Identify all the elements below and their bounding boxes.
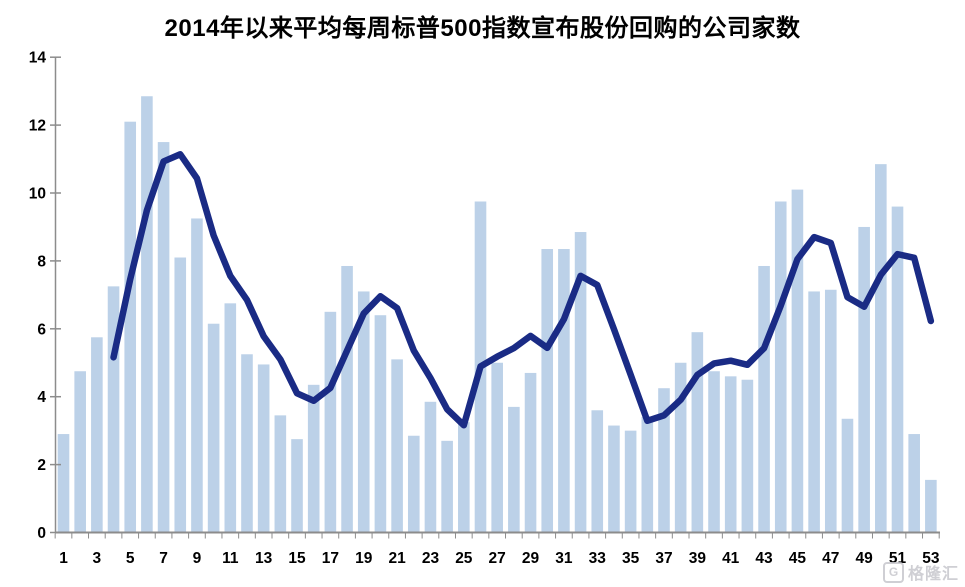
bar-week-11 bbox=[224, 303, 237, 532]
bar-week-8 bbox=[174, 257, 187, 532]
gelonghui-logo-icon: G bbox=[882, 561, 904, 583]
bar-week-19 bbox=[357, 291, 370, 532]
bar-week-21 bbox=[391, 359, 403, 532]
x-tick-label-1: 1 bbox=[59, 550, 68, 567]
bar-week-16 bbox=[307, 384, 320, 532]
x-tick-label-13: 13 bbox=[255, 550, 273, 567]
watermark-label: 格隆汇 bbox=[907, 566, 959, 583]
bar-week-18 bbox=[341, 265, 353, 532]
bar-week-48 bbox=[841, 418, 854, 532]
bar-week-47 bbox=[824, 289, 837, 532]
x-tick-label-47: 47 bbox=[822, 550, 839, 567]
bar-week-22 bbox=[407, 435, 420, 532]
x-tick-label-25: 25 bbox=[455, 550, 473, 567]
bar-week-6 bbox=[141, 96, 153, 532]
y-tick-label-10: 10 bbox=[29, 186, 46, 203]
bar-week-38 bbox=[674, 362, 687, 532]
x-tick-label-45: 45 bbox=[789, 550, 807, 567]
x-tick-label-37: 37 bbox=[655, 550, 672, 567]
bar-week-32 bbox=[574, 232, 587, 532]
x-tick-label-35: 35 bbox=[622, 550, 640, 567]
x-tick-label-33: 33 bbox=[589, 550, 607, 567]
x-tick-label-17: 17 bbox=[322, 550, 339, 567]
bar-week-30 bbox=[541, 249, 554, 532]
bar-week-17 bbox=[324, 311, 337, 532]
bar-week-45 bbox=[791, 189, 804, 532]
x-tick-label-11: 11 bbox=[222, 550, 239, 567]
bar-week-36 bbox=[641, 417, 654, 532]
bar-week-51 bbox=[891, 206, 904, 532]
bar-week-53 bbox=[925, 479, 937, 532]
bar-week-34 bbox=[608, 425, 620, 532]
bar-week-49 bbox=[858, 226, 870, 532]
x-tick-label-31: 31 bbox=[555, 550, 573, 567]
bar-week-41 bbox=[724, 376, 737, 532]
y-tick-label-2: 2 bbox=[37, 457, 46, 474]
chart-title: 2014年以来平均每周标普500指数宣布股份回购的公司家数 bbox=[164, 15, 801, 42]
y-tick-label-14: 14 bbox=[29, 50, 47, 67]
bar-week-10 bbox=[207, 323, 220, 532]
bar-week-9 bbox=[191, 218, 203, 532]
x-tick-label-41: 41 bbox=[722, 550, 740, 567]
x-tick-label-27: 27 bbox=[489, 550, 506, 567]
bar-week-1 bbox=[57, 434, 70, 532]
x-tick-label-7: 7 bbox=[159, 550, 168, 567]
x-tick-label-53: 53 bbox=[922, 550, 940, 567]
bar-week-42 bbox=[741, 379, 754, 532]
bar-week-7 bbox=[157, 142, 170, 532]
x-tick-label-9: 9 bbox=[193, 550, 202, 567]
x-tick-label-29: 29 bbox=[522, 550, 540, 567]
bar-week-46 bbox=[808, 291, 820, 532]
y-tick-label-0: 0 bbox=[37, 525, 46, 542]
x-tick-label-43: 43 bbox=[755, 550, 773, 567]
x-tick-label-23: 23 bbox=[422, 550, 440, 567]
x-tick-label-39: 39 bbox=[689, 550, 707, 567]
smoothed-average-line bbox=[110, 151, 935, 429]
bar-week-39 bbox=[691, 332, 704, 532]
bar-week-25 bbox=[458, 422, 470, 532]
bar-week-35 bbox=[624, 430, 637, 532]
x-tick-label-15: 15 bbox=[288, 550, 306, 567]
bar-week-28 bbox=[508, 406, 520, 532]
bar-week-15 bbox=[291, 439, 303, 532]
bar-week-27 bbox=[491, 362, 503, 532]
bar-week-29 bbox=[524, 372, 537, 532]
bar-week-50 bbox=[875, 164, 887, 532]
y-tick-label-6: 6 bbox=[37, 321, 46, 338]
bar-week-12 bbox=[241, 354, 253, 532]
bar-week-43 bbox=[758, 265, 770, 532]
y-tick-label-4: 4 bbox=[37, 389, 46, 406]
bar-week-44 bbox=[774, 201, 787, 532]
x-tick-label-3: 3 bbox=[93, 550, 102, 567]
bar-week-20 bbox=[374, 315, 387, 532]
bar-week-4 bbox=[107, 286, 120, 532]
x-tick-label-19: 19 bbox=[355, 550, 373, 567]
x-tick-label-49: 49 bbox=[856, 550, 874, 567]
bar-week-14 bbox=[274, 415, 287, 532]
bar-week-24 bbox=[441, 440, 453, 532]
bar-week-40 bbox=[708, 371, 720, 532]
bar-week-31 bbox=[558, 249, 570, 532]
x-tick-label-21: 21 bbox=[388, 550, 406, 567]
y-tick-label-8: 8 bbox=[37, 253, 46, 270]
x-tick-label-5: 5 bbox=[126, 550, 135, 567]
bar-week-52 bbox=[908, 434, 920, 532]
bar-week-5 bbox=[124, 121, 137, 532]
bar-week-33 bbox=[591, 410, 604, 532]
bar-week-2 bbox=[74, 371, 86, 532]
bar-week-13 bbox=[257, 364, 270, 532]
watermark: G 格隆汇 bbox=[882, 560, 959, 584]
bar-week-37 bbox=[658, 388, 670, 532]
bar-week-3 bbox=[91, 337, 103, 532]
bar-week-23 bbox=[424, 401, 437, 532]
y-tick-label-12: 12 bbox=[29, 118, 46, 135]
